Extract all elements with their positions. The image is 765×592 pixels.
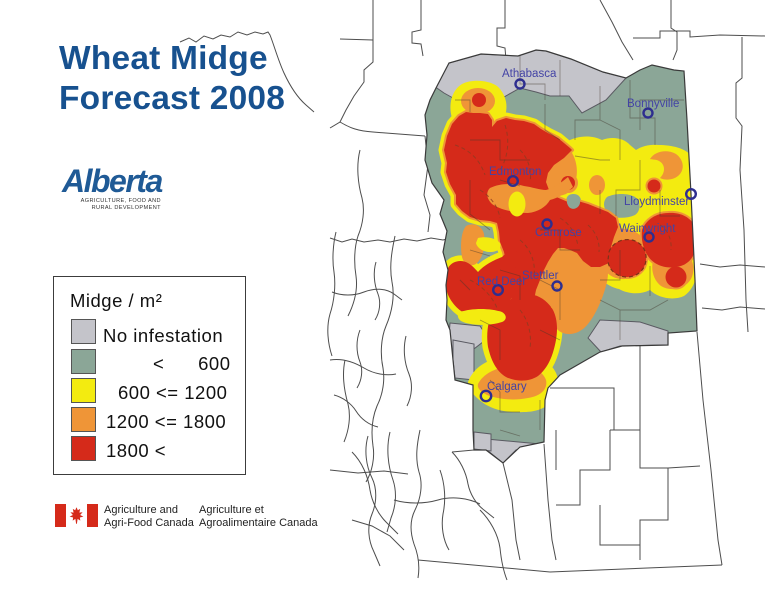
svg-text:Calgary: Calgary bbox=[487, 381, 527, 393]
svg-text:Bonnyville: Bonnyville bbox=[627, 98, 679, 110]
svg-text:Edmonton: Edmonton bbox=[489, 166, 541, 178]
svg-text:Red Deer: Red Deer bbox=[477, 276, 526, 288]
svg-text:Alberta: Alberta bbox=[61, 163, 162, 199]
svg-text:AGRICULTURE, FOOD AND: AGRICULTURE, FOOD AND bbox=[81, 198, 161, 204]
svg-text:Camrose: Camrose bbox=[535, 227, 582, 239]
svg-text:RURAL DEVELOPMENT: RURAL DEVELOPMENT bbox=[92, 205, 162, 211]
svg-text:Stettler: Stettler bbox=[522, 270, 559, 282]
svg-text:Athabasca: Athabasca bbox=[502, 68, 557, 80]
svg-text:Wainwright: Wainwright bbox=[619, 223, 676, 235]
svg-text:Lloydminster: Lloydminster bbox=[624, 196, 689, 208]
